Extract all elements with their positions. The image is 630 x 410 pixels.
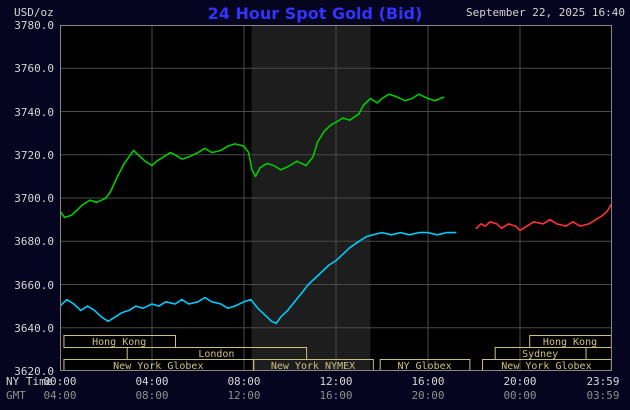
session-label: New York Globex: [501, 361, 591, 371]
x-axis-label-ny: 04:00: [135, 375, 169, 388]
chart-title: 24 Hour Spot Gold (Bid): [207, 4, 423, 23]
plot-area: Hong Kong London New York Globex New York N…: [59, 25, 613, 372]
price-unit-label: USD/oz: [14, 6, 54, 19]
y-axis-label: 3720.0: [14, 148, 54, 162]
y-axis-label: 3740.0: [14, 105, 54, 119]
x-axis-label-ny: 00:00: [43, 375, 77, 388]
session-label: Hong Kong: [543, 337, 597, 348]
x-axis-label-gmt: 20:00: [411, 389, 445, 402]
x-axis-label-gmt: 16:00: [319, 389, 353, 402]
plot-frame: [60, 25, 612, 371]
session-label: New York NYMEX: [271, 361, 355, 371]
x-axis-label-ny: 20:00: [503, 375, 537, 388]
x-axis-label-ny: 23:59: [586, 375, 620, 388]
x-axis-label-gmt: 12:00: [227, 389, 261, 402]
series-sep-22: [59, 93, 445, 219]
x-axis-label-gmt: 00:00: [503, 389, 537, 402]
y-axis-label: 3640.0: [14, 321, 54, 335]
x-axis-label-gmt: 03:59: [586, 389, 620, 402]
x-axis-label-ny: 16:00: [411, 375, 445, 388]
y-axis-label: 3620.0: [14, 365, 54, 378]
session-label: Sydney: [522, 349, 558, 360]
session-label: New York Globex: [113, 361, 203, 371]
x-axis-label-gmt: 04:00: [43, 389, 77, 402]
session-label: NY Globex: [397, 361, 451, 371]
series-sep-19: [59, 231, 457, 325]
y-axis-label: 3700.0: [14, 192, 54, 205]
y-axis-label: 3760.0: [14, 62, 54, 76]
session-label: London: [198, 349, 234, 360]
session-box: [63, 335, 177, 348]
y-axis-label: 3660.0: [14, 278, 54, 292]
datetime-label: September 22, 2025 16:40: [466, 6, 625, 19]
x-axis-label-ny: 12:00: [319, 375, 353, 388]
ny-time-caption: NY Time: [6, 375, 53, 388]
x-axis-label-ny: 08:00: [227, 375, 261, 388]
x-axis-label-gmt: 08:00: [135, 389, 169, 402]
y-axis-label: 3780.0: [14, 19, 54, 32]
y-axis-label: 3680.0: [14, 235, 54, 249]
session-label: Hong Kong: [92, 337, 146, 348]
series-sep-21: [475, 203, 613, 232]
gmt-caption: GMT: [6, 389, 26, 402]
